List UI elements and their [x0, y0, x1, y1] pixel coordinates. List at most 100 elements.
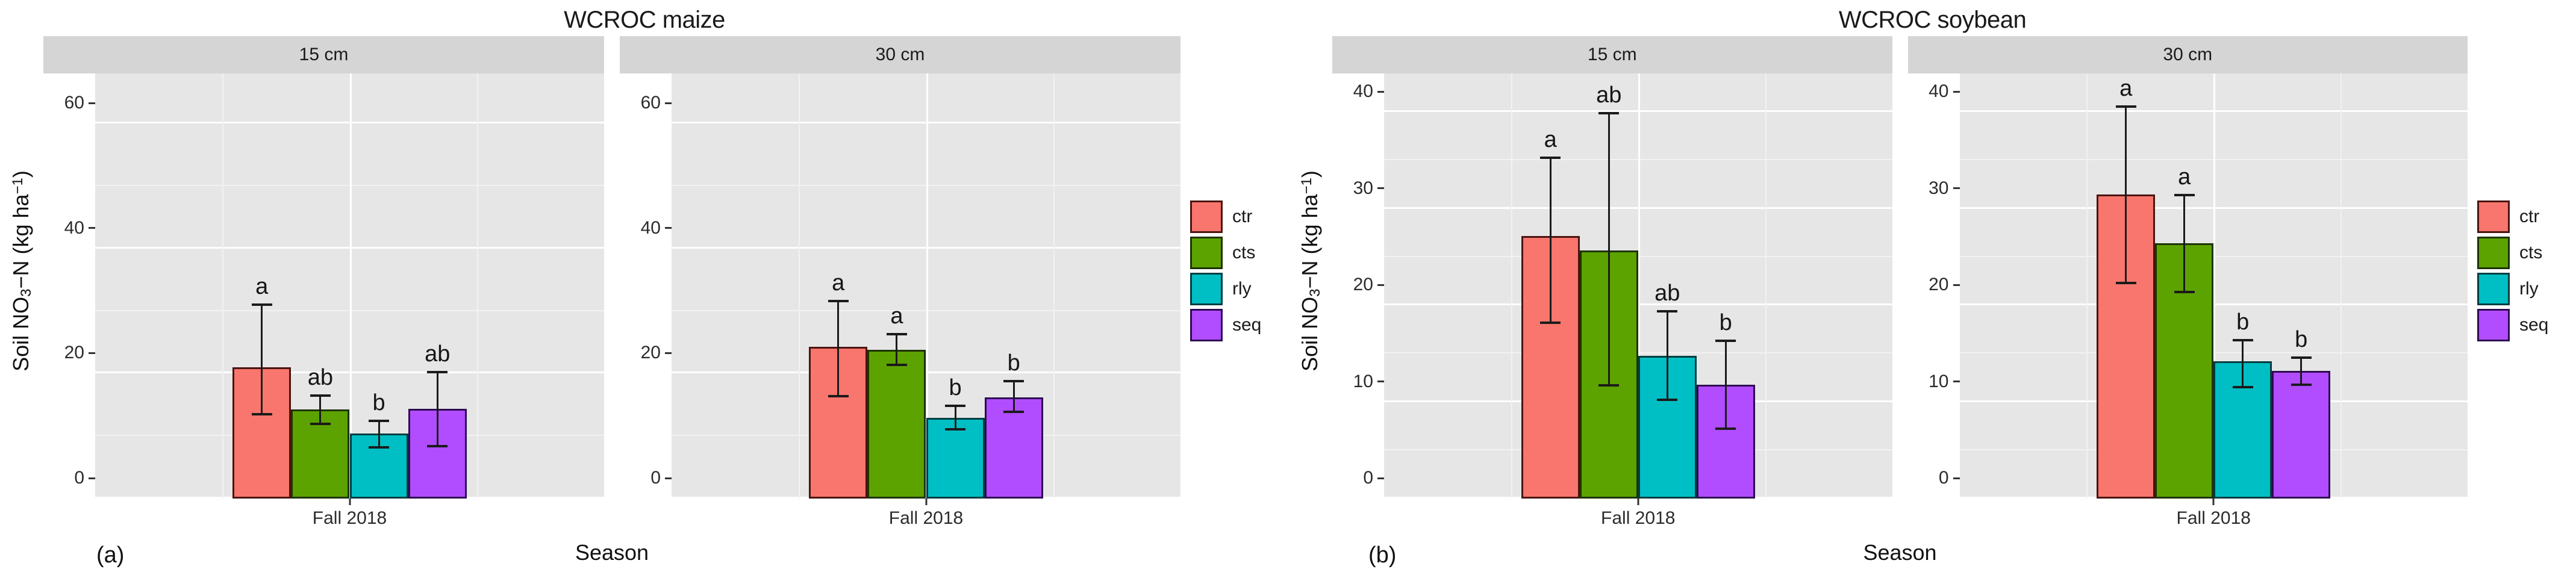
errorbar-cap-seq — [427, 371, 448, 374]
x-axis: Fall 2018 — [1384, 499, 1892, 533]
plot-row: 0 10 20 30 40 a a b b — [1908, 73, 2468, 499]
y-tick: 0 — [1363, 468, 1384, 488]
y-axis-label-wrap: Soil NO3−N (kg ha−1) — [0, 36, 43, 572]
bar-seq — [984, 397, 1043, 499]
panels-row: 15 cm 0 10 20 30 40 a ab ab b Fall 2018 30 cm 0 10 20 3… — [1332, 36, 2468, 533]
y-tick-label: 60 — [640, 93, 661, 113]
x-axis-spacer — [1908, 499, 1960, 533]
x-axis-row: Fall 2018 — [1908, 499, 2468, 533]
panels-area: 15 cm 0 20 40 60 a ab b ab Fall 2018 30 cm 0 20 40 60 a… — [43, 36, 1180, 572]
y-tick: 40 — [64, 218, 95, 238]
legend-items: ctr cts rly seq — [2477, 201, 2548, 341]
errorbar-rly — [378, 421, 380, 447]
errorbar-cap-rly — [2232, 386, 2253, 389]
y-tick-label: 20 — [640, 343, 661, 363]
significance-label-cts: ab — [307, 364, 334, 390]
legend-item-seq[interactable]: seq — [1190, 309, 1261, 341]
y-tick-mark — [665, 477, 672, 479]
y-tick: 20 — [641, 343, 672, 363]
errorbar-cap-seq — [1715, 427, 1736, 431]
errorbar-cts — [2183, 195, 2186, 292]
y-tick-label: 0 — [1363, 468, 1373, 488]
y-tick: 40 — [641, 218, 672, 238]
legend-item-seq[interactable]: seq — [2477, 309, 2548, 341]
panel-letter-a: (a) — [96, 542, 125, 568]
plot-row: 0 20 40 60 a a b b — [620, 73, 1180, 499]
errorbar-cap-cts — [1598, 111, 1620, 114]
errorbar-cap-seq — [2291, 383, 2312, 386]
panels-area: 15 cm 0 10 20 30 40 a ab ab b Fall 2018 30 cm 0 10 20 3… — [1332, 36, 2468, 572]
facet-strip-label: 30 cm — [1907, 36, 2468, 73]
vgridline-major — [926, 73, 928, 499]
y-tick-mark — [665, 227, 672, 229]
plot-area: a a b b — [1959, 73, 2468, 499]
y-axis-label-wrap: Soil NO3−N (kg ha−1) — [1289, 36, 1332, 572]
legend-key-seq — [2477, 309, 2510, 341]
x-axis-label: Season — [575, 540, 649, 565]
legend-key-cts — [2477, 237, 2510, 269]
bar-group: a a b b — [1960, 73, 2468, 499]
errorbar-cap-seq — [427, 444, 448, 447]
legend-label-cts: cts — [1232, 243, 1256, 263]
bar-group: a a b b — [672, 73, 1180, 499]
legend-item-ctr[interactable]: ctr — [2477, 201, 2548, 233]
plot-area: a a b b — [672, 73, 1180, 499]
y-axis: 0 10 20 30 40 — [1908, 73, 1960, 499]
x-tick-mark — [2212, 499, 2215, 505]
vgridline-major — [2213, 73, 2216, 499]
facet-30cm: 30 cm 0 20 40 60 a a b b Fall 2018 — [620, 36, 1180, 533]
x-tick-mark — [925, 499, 927, 505]
legend-label-seq: seq — [1232, 315, 1262, 335]
legend-label-ctr: ctr — [2519, 207, 2540, 226]
errorbar-cap-cts — [886, 332, 907, 335]
panels-row: 15 cm 0 20 40 60 a ab b ab Fall 2018 30 cm 0 20 40 60 a… — [43, 36, 1180, 533]
y-tick-label: 40 — [64, 217, 84, 238]
errorbar-cap-rly — [2232, 338, 2253, 341]
x-axis: Fall 2018 — [1960, 499, 2468, 533]
y-tick-mark — [1953, 90, 1960, 93]
errorbar-cap-ctr — [1540, 156, 1561, 159]
y-tick-label: 20 — [1929, 275, 1949, 295]
errorbar-cap-cts — [310, 394, 331, 397]
x-tick-mark — [349, 499, 351, 505]
x-axis-label: Season — [1863, 540, 1937, 565]
errorbar-cts — [1608, 113, 1610, 386]
y-axis: 0 20 40 60 — [43, 73, 95, 499]
significance-label-rly: b — [372, 390, 385, 416]
y-axis-label: Soil NO3−N (kg ha−1) — [1297, 170, 1323, 371]
x-tick-label: Fall 2018 — [1601, 508, 1676, 528]
errorbar-cap-rly — [369, 420, 390, 423]
errorbar-cap-seq — [1003, 379, 1024, 382]
vgridline-minor — [799, 73, 800, 499]
legend-item-ctr[interactable]: ctr — [1190, 201, 1261, 233]
x-tick-label: Fall 2018 — [2176, 508, 2251, 528]
y-tick-label: 30 — [1929, 178, 1949, 198]
y-tick-label: 0 — [1938, 468, 1949, 488]
y-tick-mark — [89, 352, 95, 354]
vgridline-minor — [1511, 73, 1512, 499]
plot-area: a ab b ab — [95, 73, 604, 499]
errorbar-cap-cts — [886, 363, 907, 366]
errorbar-cap-ctr — [2115, 282, 2136, 285]
legend-item-rly[interactable]: rly — [1190, 273, 1261, 305]
y-tick-mark — [1953, 284, 1960, 286]
errorbar-ctr — [1549, 157, 1552, 323]
y-tick: 40 — [1353, 81, 1384, 102]
x-tick-label: Fall 2018 — [312, 508, 387, 528]
errorbar-cap-rly — [945, 405, 966, 408]
significance-label-cts: a — [890, 303, 903, 329]
figure-soybean: WCROC soybean Soil NO3−N (kg ha−1) 15 cm 0 1… — [1289, 0, 2576, 572]
legend-item-cts[interactable]: cts — [1190, 237, 1261, 269]
y-tick: 20 — [64, 343, 95, 363]
legend-item-cts[interactable]: cts — [2477, 237, 2548, 269]
legend-label-cts: cts — [2519, 243, 2543, 263]
y-tick: 30 — [1929, 178, 1960, 199]
legend-item-rly[interactable]: rly — [2477, 273, 2548, 305]
errorbar-cts — [319, 395, 322, 424]
errorbar-seq — [1012, 381, 1015, 412]
errorbar-cap-ctr — [1540, 321, 1561, 324]
significance-label-seq: ab — [425, 341, 451, 367]
legend-label-ctr: ctr — [1232, 207, 1253, 226]
y-axis: 0 10 20 30 40 — [1332, 73, 1384, 499]
